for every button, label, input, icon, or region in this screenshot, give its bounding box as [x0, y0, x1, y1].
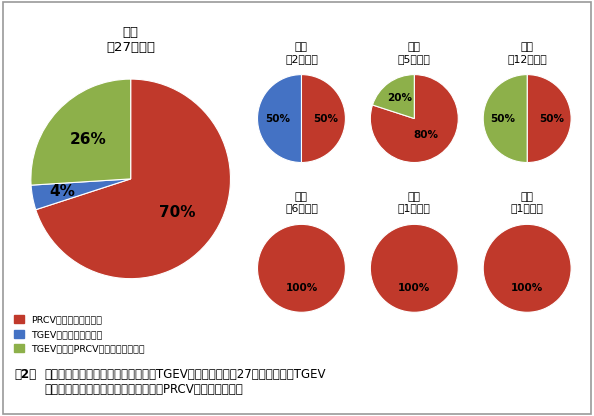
Wedge shape — [36, 79, 230, 279]
Wedge shape — [257, 74, 302, 163]
Title: 関東
（12農場）: 関東 （12農場） — [507, 42, 547, 64]
Title: 北陸
（5農場）: 北陸 （5農場） — [398, 42, 431, 64]
Wedge shape — [371, 224, 459, 312]
Text: 100%: 100% — [511, 283, 544, 293]
FancyBboxPatch shape — [3, 2, 591, 414]
Text: 80%: 80% — [413, 129, 438, 139]
Text: 100%: 100% — [398, 283, 431, 293]
Text: 70%: 70% — [159, 206, 196, 220]
Wedge shape — [372, 74, 415, 119]
Wedge shape — [483, 74, 527, 163]
Title: 東北
（2農場）: 東北 （2農場） — [285, 42, 318, 64]
Text: 50%: 50% — [313, 114, 338, 124]
Text: 20%: 20% — [387, 93, 412, 103]
Wedge shape — [301, 74, 346, 163]
Text: 50%: 50% — [491, 114, 516, 124]
Wedge shape — [527, 74, 571, 163]
Text: 50%: 50% — [539, 114, 564, 124]
Wedge shape — [483, 224, 571, 312]
Text: 50%: 50% — [265, 114, 290, 124]
Wedge shape — [371, 74, 459, 163]
Wedge shape — [31, 179, 131, 210]
Text: 26%: 26% — [70, 132, 107, 147]
Text: 100%: 100% — [285, 283, 318, 293]
Text: 4%: 4% — [49, 184, 75, 199]
Title: 九州
（1農場）: 九州 （1農場） — [511, 192, 544, 213]
Text: 図2．: 図2． — [15, 368, 37, 381]
Wedge shape — [31, 79, 131, 185]
Title: 中国
（1農場）: 中国 （1農場） — [398, 192, 431, 213]
Title: 全体
（27農場）: 全体 （27農場） — [106, 26, 155, 54]
Text: 各地域の伝染性胃腸炎ウイルス（TGEV）中和抗体陽性27農場におけるTGEV
抗体および豚呼吸器コロナウイルス（PRCV）抗体保有状況: 各地域の伝染性胃腸炎ウイルス（TGEV）中和抗体陽性27農場におけるTGEV 抗… — [45, 368, 326, 396]
Wedge shape — [257, 224, 346, 312]
Legend: PRCV抗体のみ検出農場, TGEV抗体のみ検出農場, TGEV抗体とPRCV抗体両方検出農場: PRCV抗体のみ検出農場, TGEV抗体のみ検出農場, TGEV抗体とPRCV抗… — [11, 312, 149, 357]
Title: 東海
（6農場）: 東海 （6農場） — [285, 192, 318, 213]
